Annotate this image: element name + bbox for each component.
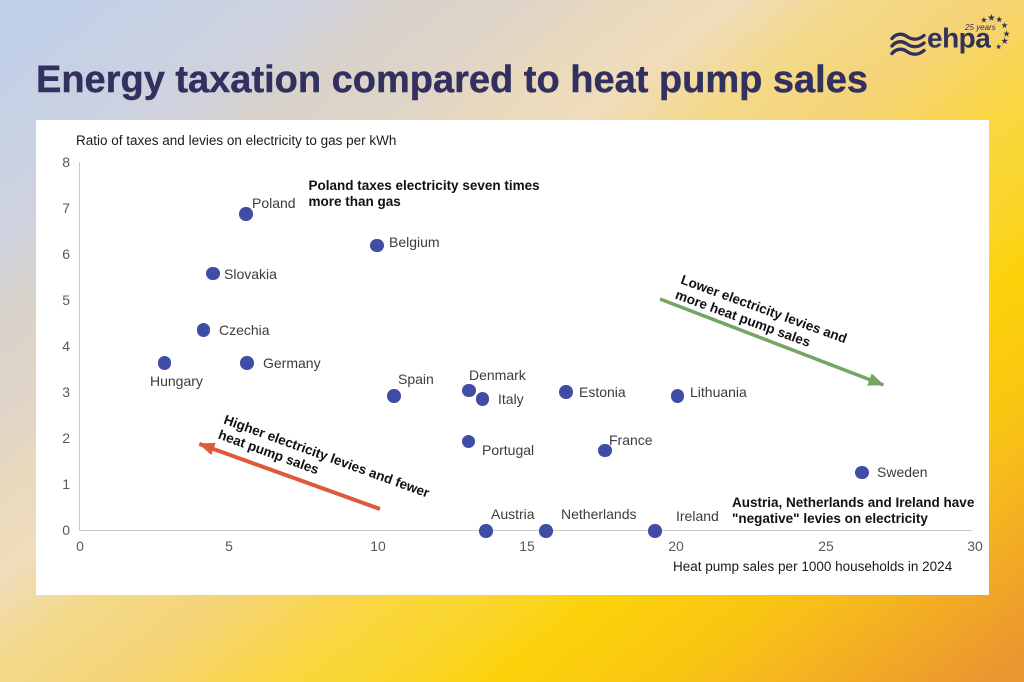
- svg-text:25 years: 25 years: [964, 23, 996, 32]
- svg-text:ehpa: ehpa: [927, 23, 991, 54]
